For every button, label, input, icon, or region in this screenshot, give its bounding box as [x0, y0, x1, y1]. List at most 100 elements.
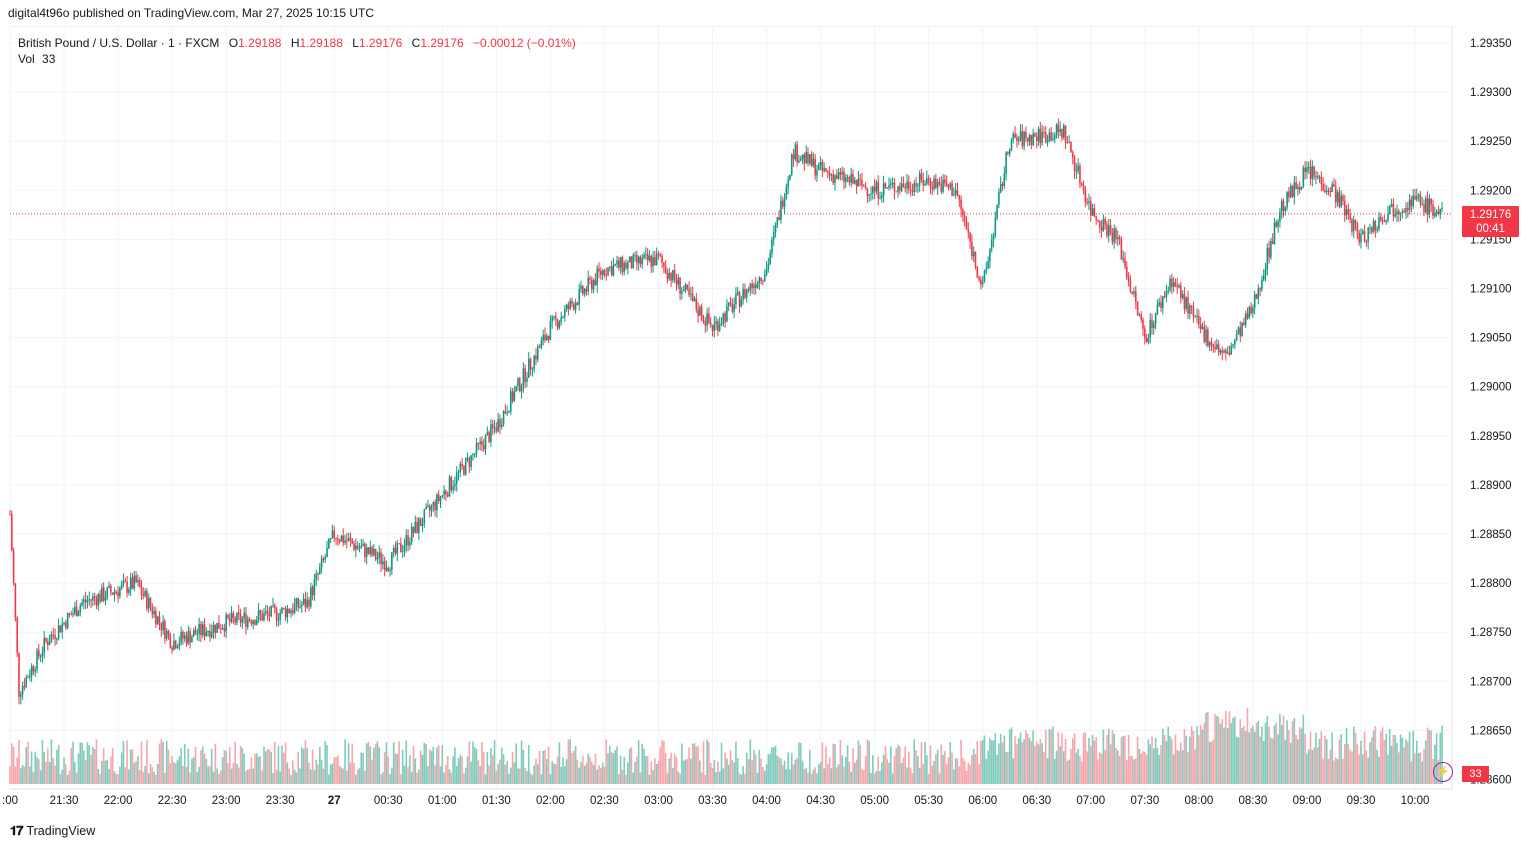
candle-body [1095, 216, 1097, 220]
volume-bar [1410, 761, 1413, 784]
candle-body [1113, 228, 1115, 243]
volume-bar [717, 761, 719, 784]
candle-body [953, 194, 955, 196]
footer-brand[interactable]: 𝟏𝟕 TradingView [10, 823, 95, 839]
candle-body [832, 174, 834, 183]
volume-bar [859, 744, 862, 784]
volume-bar [598, 765, 600, 784]
candle-body [558, 322, 561, 328]
volume-bar [401, 749, 404, 784]
volume-bar [311, 749, 314, 784]
candle-body [79, 605, 82, 613]
candle-body [960, 199, 962, 210]
candle-body [922, 179, 925, 186]
volume-legend[interactable]: Vol 33 [18, 52, 55, 66]
volume-bar [328, 774, 330, 784]
volume-bar [56, 749, 58, 784]
volume-bar [119, 766, 121, 784]
volume-bar [783, 760, 786, 784]
volume-bar [1017, 738, 1020, 784]
volume-bar [92, 746, 94, 784]
volume-bar [1019, 732, 1022, 784]
volume-bar [675, 757, 678, 784]
high-label: H [290, 36, 300, 50]
volume-bar [726, 758, 728, 784]
volume-bar [1234, 716, 1236, 784]
volume-bar [448, 769, 451, 784]
candle-body [41, 652, 44, 657]
volume-bar [1026, 733, 1029, 784]
candle-body [906, 181, 908, 189]
volume-bar [412, 745, 415, 784]
candle-body [1259, 288, 1261, 290]
volume-bar [268, 749, 271, 784]
candle-body [663, 262, 665, 267]
volume-bar [767, 754, 770, 784]
candle-body [846, 177, 849, 179]
volume-bar [1370, 737, 1373, 784]
candle-body [459, 463, 462, 472]
volume-bar [1158, 755, 1161, 784]
volume-bar [1176, 749, 1179, 784]
volume-bar [962, 757, 964, 784]
candle-body [1120, 238, 1123, 260]
volume-bar [1088, 738, 1090, 784]
volume-bar [1313, 747, 1315, 784]
candle-body [778, 217, 780, 221]
candle-body [1412, 195, 1414, 206]
volume-bar [803, 769, 806, 784]
volume-bar [1248, 732, 1251, 784]
candle-body [931, 186, 934, 190]
volume-bar [942, 754, 944, 784]
volume-bar [960, 739, 962, 784]
volume-bar [57, 745, 60, 784]
y-tick-label: 1.29150 [1470, 234, 1512, 246]
volume-bar [951, 752, 953, 784]
volume-bar [688, 747, 690, 784]
candle-body [113, 591, 116, 595]
volume-bar [1293, 717, 1296, 784]
candle-body [774, 224, 777, 232]
volume-bar [461, 756, 463, 784]
candle-body [1329, 190, 1332, 192]
volume-bar [1100, 753, 1103, 784]
volume-bar [1345, 728, 1348, 784]
volume-bar [517, 768, 519, 784]
candle-body [1307, 166, 1310, 168]
lightning-icon[interactable]: ⚡ [1433, 762, 1453, 782]
candle-body [445, 490, 447, 495]
candle-body [237, 612, 240, 615]
volume-bar [176, 760, 179, 784]
candle-body [214, 624, 217, 633]
volume-bar [1244, 731, 1247, 784]
candle-body [873, 186, 876, 192]
volume-bar [101, 760, 103, 784]
volume-bar [214, 743, 217, 784]
volume-bar [1419, 752, 1422, 784]
volume-bar [1315, 732, 1317, 784]
x-tick-label: 22:30 [158, 795, 187, 807]
volume-bar [819, 762, 822, 784]
candle-body [1291, 186, 1294, 197]
volume-bar [207, 766, 209, 784]
volume-bar [457, 758, 460, 784]
volume-bar [1115, 748, 1117, 784]
candle-body [1306, 167, 1308, 173]
candle-body [709, 323, 712, 326]
candle-body [1050, 132, 1052, 141]
volume-bar [1196, 726, 1198, 784]
candle-body [178, 642, 181, 647]
candle-body [668, 272, 671, 279]
volume-bar [122, 740, 125, 784]
volume-bar [383, 752, 386, 784]
volume-bar [511, 752, 514, 784]
candle-body [117, 591, 119, 597]
symbol-label[interactable]: British Pound / U.S. Dollar · 1 · FXCM [18, 36, 220, 50]
candle-body [1147, 337, 1150, 342]
candle-body [1039, 128, 1042, 144]
candle-body [852, 173, 854, 184]
volume-bar [387, 756, 390, 784]
volume-bar [673, 753, 676, 784]
chart-area[interactable]: 1.29350 1.29300 1.29250 1.29200 1.29150 1.291… [0, 26, 1534, 819]
candle-body [655, 253, 658, 266]
